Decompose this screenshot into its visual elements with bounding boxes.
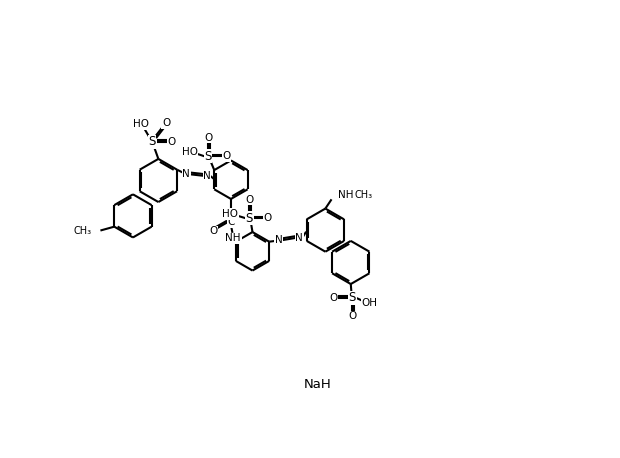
Text: CH₃: CH₃ — [73, 225, 92, 235]
Text: HO: HO — [182, 147, 198, 158]
Text: O: O — [204, 133, 212, 143]
Text: O: O — [167, 137, 175, 147]
Text: NaH: NaH — [304, 378, 332, 391]
Text: O: O — [330, 293, 338, 303]
Text: N: N — [295, 233, 303, 243]
Text: S: S — [149, 136, 156, 148]
Text: S: S — [246, 212, 253, 225]
Text: N: N — [182, 169, 190, 179]
Text: NH: NH — [223, 208, 239, 218]
Text: O: O — [209, 226, 218, 236]
Text: HO: HO — [222, 209, 238, 219]
Text: NH: NH — [226, 233, 241, 243]
Text: O: O — [223, 151, 231, 161]
Text: O: O — [264, 213, 272, 223]
Text: O: O — [348, 311, 356, 322]
Text: N: N — [275, 235, 282, 245]
Text: N: N — [203, 171, 211, 181]
Text: S: S — [205, 150, 212, 163]
Text: C: C — [228, 217, 234, 227]
Text: CH₃: CH₃ — [355, 190, 373, 200]
Text: NH: NH — [338, 190, 353, 200]
Text: S: S — [348, 291, 356, 305]
Text: O: O — [246, 195, 254, 205]
Text: HO: HO — [133, 119, 149, 129]
Text: NH: NH — [78, 225, 93, 235]
Text: O: O — [162, 119, 170, 129]
Text: OH: OH — [361, 298, 377, 308]
